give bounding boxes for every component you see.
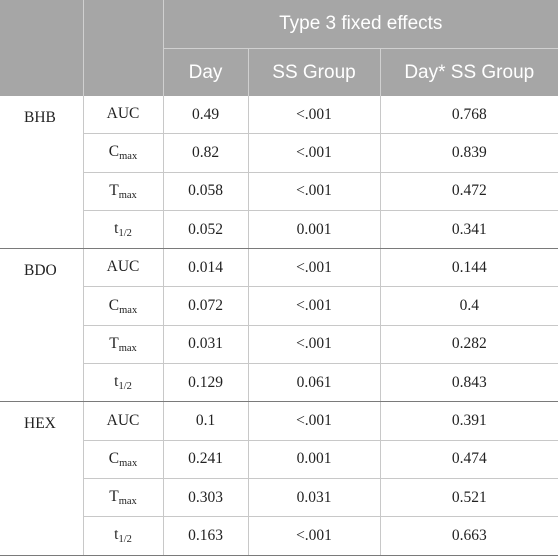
- table-header: Type 3 fixed effects Day SS Group Day* S…: [0, 0, 558, 96]
- day-value: 0.014: [163, 248, 249, 288]
- table-row: t1/2 0.129 0.061 0.843: [0, 363, 558, 403]
- table-row: Tmax 0.303 0.031 0.521: [0, 478, 558, 518]
- table-row: BHB AUC 0.49 <.001 0.768: [0, 96, 558, 250]
- ss-group-value: 0.031: [248, 478, 381, 518]
- table-row: Cmax 0.072 <.001 0.4: [0, 286, 558, 326]
- parameter-cell: AUC: [83, 96, 164, 135]
- interaction-value: 0.4: [380, 286, 558, 326]
- day-value: 0.303: [163, 478, 249, 518]
- column-header-day: Day: [163, 48, 249, 96]
- parameter-name: T: [109, 488, 119, 506]
- table-row: Cmax 0.241 0.001 0.474: [0, 440, 558, 479]
- header-blank-cell: [83, 0, 164, 96]
- parameter-cell: Tmax: [83, 325, 164, 365]
- table-row: Tmax 0.031 <.001 0.282: [0, 325, 558, 365]
- ss-group-value: <.001: [248, 133, 381, 173]
- ss-group-value: <.001: [248, 325, 381, 365]
- day-value: 0.163: [163, 516, 249, 556]
- parameter-subscript: max: [119, 151, 138, 163]
- interaction-value: 0.472: [380, 172, 558, 211]
- day-value: 0.058: [163, 172, 249, 211]
- parameter-cell: Cmax: [83, 440, 164, 479]
- parameter-name: C: [108, 143, 120, 161]
- day-value: 0.129: [163, 363, 249, 403]
- group-label: BHB: [0, 96, 84, 250]
- table-row: t1/2 0.052 0.001 0.341: [0, 210, 558, 250]
- ss-group-value: <.001: [248, 248, 381, 288]
- interaction-value: 0.768: [380, 96, 558, 135]
- ss-group-value: 0.001: [248, 210, 381, 250]
- parameter-cell: Tmax: [83, 478, 164, 518]
- table-row: Cmax 0.82 <.001 0.839: [0, 133, 558, 173]
- interaction-value: 0.521: [380, 478, 558, 518]
- group-header-title: Type 3 fixed effects: [163, 0, 558, 49]
- interaction-value: 0.474: [380, 440, 558, 479]
- group-label: HEX: [0, 401, 84, 556]
- parameter-subscript: max: [118, 496, 137, 508]
- day-value: 0.82: [163, 133, 249, 173]
- interaction-value: 0.839: [380, 133, 558, 173]
- interaction-value: 0.341: [380, 210, 558, 250]
- parameter-name: C: [108, 296, 120, 314]
- table-row: Tmax 0.058 <.001 0.472: [0, 172, 558, 211]
- day-value: 0.052: [163, 210, 249, 250]
- parameter-name: AUC: [106, 258, 140, 276]
- column-header-day-ss-group: Day* SS Group: [380, 48, 558, 96]
- parameter-subscript: max: [118, 342, 137, 354]
- day-value: 0.072: [163, 286, 249, 326]
- header-blank-cell: [0, 0, 84, 96]
- parameter-cell: Cmax: [83, 286, 164, 326]
- table-row: t1/2 0.163 <.001 0.663: [0, 516, 558, 556]
- group-label: BDO: [0, 248, 84, 403]
- ss-group-value: <.001: [248, 401, 381, 441]
- parameter-name: t: [114, 373, 119, 391]
- interaction-value: 0.843: [380, 363, 558, 403]
- ss-group-value: <.001: [248, 286, 381, 326]
- parameter-cell: AUC: [83, 248, 164, 288]
- parameter-cell: AUC: [83, 401, 164, 441]
- interaction-value: 0.144: [380, 248, 558, 288]
- ss-group-value: <.001: [248, 172, 381, 211]
- column-header-ss-group: SS Group: [248, 48, 381, 96]
- parameter-cell: t1/2: [83, 516, 164, 556]
- parameter-name: t: [114, 526, 119, 544]
- day-value: 0.241: [163, 440, 249, 479]
- parameter-name: T: [109, 334, 119, 352]
- day-value: 0.031: [163, 325, 249, 365]
- parameter-subscript: 1/2: [118, 534, 132, 546]
- ss-group-value: 0.001: [248, 440, 381, 479]
- ss-group-value: 0.061: [248, 363, 381, 403]
- parameter-cell: Tmax: [83, 172, 164, 211]
- table-row: HEX AUC 0.1 <.001 0.391: [0, 401, 558, 556]
- parameter-name: C: [108, 449, 120, 467]
- parameter-subscript: max: [118, 189, 137, 201]
- parameter-subscript: max: [119, 457, 138, 469]
- parameter-cell: Cmax: [83, 133, 164, 173]
- parameter-subscript: 1/2: [118, 381, 132, 393]
- parameter-name: t: [114, 220, 119, 238]
- parameter-name: T: [109, 181, 119, 199]
- interaction-value: 0.282: [380, 325, 558, 365]
- day-value: 0.49: [163, 96, 249, 135]
- parameter-name: AUC: [106, 411, 140, 429]
- parameter-cell: t1/2: [83, 363, 164, 403]
- table-body: BHB AUC 0.49 <.001 0.768 Cmax 0.82 <.001 0.839 Tm…: [0, 96, 558, 556]
- ss-group-value: <.001: [248, 516, 381, 556]
- day-value: 0.1: [163, 401, 249, 441]
- parameter-subscript: 1/2: [118, 228, 132, 240]
- ss-group-value: <.001: [248, 96, 381, 135]
- parameter-name: AUC: [106, 105, 140, 123]
- table-row: BDO AUC 0.014 <.001 0.144: [0, 248, 558, 403]
- interaction-value: 0.391: [380, 401, 558, 441]
- parameter-subscript: max: [119, 304, 138, 316]
- interaction-value: 0.663: [380, 516, 558, 556]
- parameter-cell: t1/2: [83, 210, 164, 250]
